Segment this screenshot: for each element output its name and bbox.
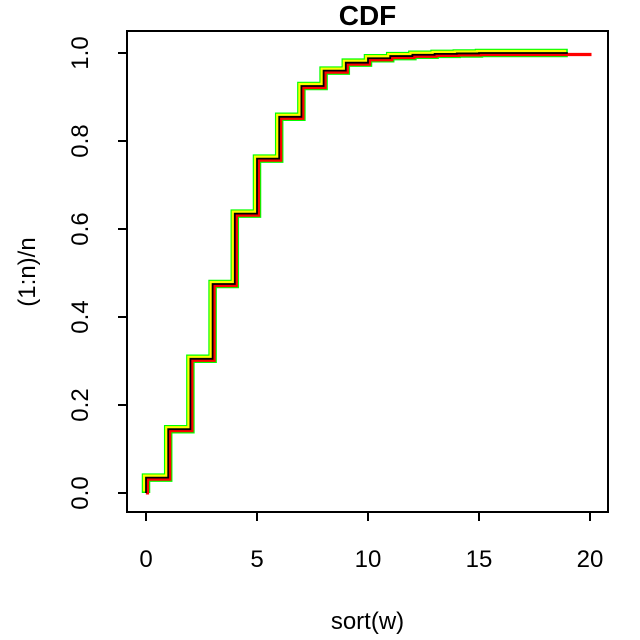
chart-title: CDF (338, 0, 397, 31)
plot-box (126, 30, 609, 513)
series-line-yellow-ecdf (142, 49, 567, 492)
series-line-black-ecdf (145, 52, 568, 493)
series-line-red-ecdf (145, 52, 592, 495)
x-tick-label: 5 (250, 546, 263, 573)
y-tick-label: 0.8 (67, 124, 94, 157)
x-tick-label: 10 (355, 546, 382, 573)
y-tick-label: 0.2 (67, 388, 94, 421)
x-tick-label: 0 (139, 546, 152, 573)
y-tick-label: 1.0 (67, 36, 94, 69)
x-axis-label: sort(w) (330, 608, 405, 635)
series-line-green-ecdf (141, 48, 568, 493)
y-tick-label: 0.4 (67, 300, 94, 333)
x-tick-label: 15 (466, 546, 493, 573)
x-tick-label: 20 (577, 546, 604, 573)
y-tick-label: 0.6 (67, 212, 94, 245)
y-tick-label: 0.0 (67, 476, 94, 509)
